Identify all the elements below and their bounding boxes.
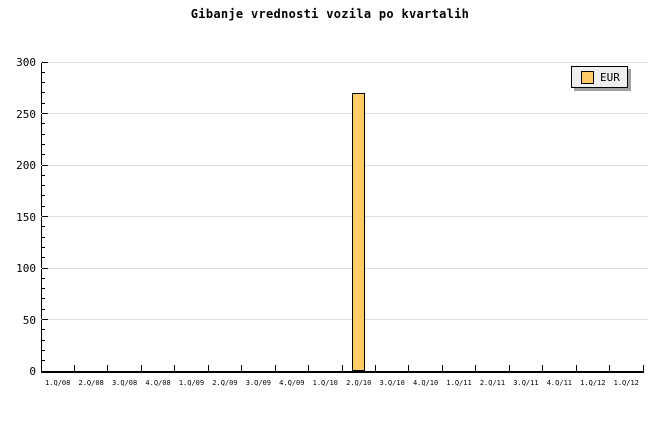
y-axis-tick — [42, 339, 45, 341]
x-axis-tick — [575, 365, 577, 371]
x-axis-tick — [308, 365, 310, 371]
x-axis-tick — [207, 365, 209, 371]
y-axis-tick — [42, 267, 48, 269]
x-axis-tick — [73, 365, 75, 371]
y-axis-tick — [42, 123, 45, 125]
x-axis-label: 1.Q/11 — [446, 379, 472, 387]
x-axis-tick — [174, 365, 176, 371]
x-axis-label: 4.Q/11 — [546, 379, 573, 387]
y-axis-label: 50 — [22, 313, 36, 327]
x-axis-label: 3.Q/08 — [111, 379, 138, 387]
y-axis-tick — [42, 236, 45, 238]
y-axis-label: 0 — [29, 365, 36, 378]
gridline — [41, 267, 648, 269]
gridline — [41, 61, 648, 63]
y-axis-tick — [42, 174, 45, 176]
y-axis-tick — [42, 102, 45, 104]
x-axis-tick — [508, 365, 510, 371]
gridline — [41, 113, 648, 114]
bar — [352, 92, 366, 371]
y-axis-tick — [42, 71, 45, 73]
y-axis-tick — [42, 277, 45, 279]
y-axis-tick — [42, 257, 45, 259]
x-axis-tick — [374, 365, 376, 371]
y-axis-label: 300 — [16, 56, 36, 69]
x-axis-label: 3.Q/09 — [245, 379, 272, 387]
x-axis-tick — [140, 365, 142, 371]
y-axis-tick — [42, 154, 45, 156]
x-axis-label: 3.Q/11 — [513, 379, 539, 387]
x-axis-label: 1.Q/12 — [580, 379, 606, 387]
y-axis-tick — [42, 143, 45, 145]
x-axis-tick — [341, 365, 343, 371]
x-axis-label: 4.Q/08 — [145, 379, 171, 387]
y-axis-label: 250 — [16, 107, 36, 121]
x-axis-tick — [441, 365, 443, 371]
y-axis-tick — [42, 308, 45, 310]
y-axis-tick — [42, 82, 45, 84]
x-axis-label: 1.Q/12 — [613, 379, 639, 387]
y-axis-tick — [42, 349, 45, 351]
x-axis-tick — [542, 365, 544, 371]
x-axis-label: 3.Q/10 — [379, 379, 405, 387]
legend-swatch-icon — [581, 70, 594, 84]
x-axis-label: 2.Q/10 — [346, 379, 372, 387]
gridline — [41, 319, 648, 320]
plot-area — [41, 62, 644, 373]
y-axis-label: 100 — [16, 262, 36, 275]
y-axis-tick — [42, 370, 48, 372]
legend: EUR — [571, 66, 628, 88]
gridline — [41, 164, 648, 166]
x-axis-label: 1.Q/09 — [178, 379, 205, 387]
gridline — [41, 216, 648, 217]
y-axis-tick — [42, 360, 45, 362]
x-axis-tick — [475, 365, 477, 371]
y-axis-tick — [42, 164, 48, 166]
y-axis-tick — [42, 133, 45, 135]
x-axis-tick — [609, 365, 611, 371]
x-axis-tick — [642, 365, 644, 371]
y-axis-tick — [42, 216, 48, 217]
x-axis-label: 2.Q/08 — [78, 379, 104, 387]
chart-title: Gibanje vrednosti vozila po kvartalih — [190, 7, 470, 21]
x-axis-label: 1.Q/08 — [45, 379, 71, 387]
y-axis-label: 200 — [16, 159, 36, 172]
x-axis-tick — [241, 365, 243, 371]
y-axis-tick — [42, 226, 45, 228]
y-axis-label: 150 — [16, 210, 36, 224]
x-axis-label: 2.Q/09 — [212, 379, 238, 387]
legend-entry-eur: EUR — [600, 70, 620, 84]
y-axis-tick — [42, 113, 48, 114]
x-axis-label: 4.Q/10 — [412, 379, 439, 387]
y-axis-tick — [42, 61, 48, 63]
x-axis-tick — [107, 365, 109, 371]
y-axis-tick — [42, 205, 45, 207]
y-axis-tick — [42, 329, 45, 331]
x-axis-label: 2.Q/11 — [479, 379, 506, 387]
y-axis-tick — [42, 185, 45, 187]
x-axis-label: 1.Q/10 — [312, 379, 338, 387]
y-axis-tick — [42, 298, 45, 300]
y-axis-tick — [42, 195, 45, 197]
y-axis-tick — [42, 246, 45, 248]
y-axis-tick — [42, 288, 45, 290]
y-axis-tick — [42, 319, 48, 320]
x-axis-tick — [408, 365, 410, 371]
x-axis-tick — [274, 365, 276, 371]
x-axis-label: 4.Q/09 — [279, 379, 305, 387]
y-axis-tick — [42, 92, 45, 94]
